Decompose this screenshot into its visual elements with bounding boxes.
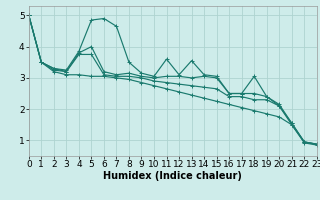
X-axis label: Humidex (Indice chaleur): Humidex (Indice chaleur) <box>103 171 242 181</box>
